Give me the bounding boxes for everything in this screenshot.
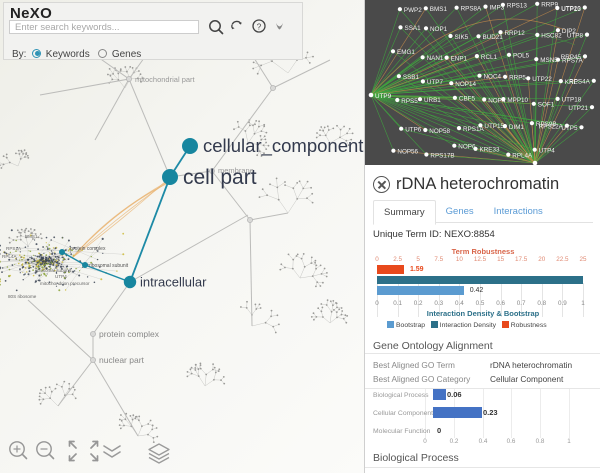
svg-text:RPS17B: RPS17B — [430, 152, 454, 159]
svg-text:ENP1: ENP1 — [451, 55, 468, 62]
svg-text:KRE33: KRE33 — [480, 147, 500, 154]
svg-text:UTP8: UTP8 — [567, 32, 584, 39]
svg-text:UTP15: UTP15 — [484, 123, 504, 130]
svg-text:UTP4: UTP4 — [539, 148, 556, 155]
svg-text:SSA1: SSA1 — [405, 25, 422, 32]
svg-text:RPS8A: RPS8A — [461, 6, 482, 13]
svg-text:MPP10: MPP10 — [507, 97, 528, 104]
svg-text:UTP20: UTP20 — [561, 5, 581, 12]
svg-text:...protein complex: ...protein complex — [66, 246, 106, 252]
svg-text:SIK5: SIK5 — [455, 34, 469, 41]
svg-text:UTP22: UTP22 — [532, 76, 552, 83]
svg-text:SSB1: SSB1 — [403, 74, 420, 81]
svg-text:EMG1: EMG1 — [397, 49, 415, 56]
svg-text:mitochondrial part: mitochondrial part — [135, 75, 196, 84]
svg-text:HSC82: HSC82 — [541, 33, 562, 40]
svg-text:UTP7: UTP7 — [427, 79, 444, 86]
svg-text:DIM1: DIM1 — [509, 124, 525, 131]
svg-text:BMS1: BMS1 — [25, 234, 38, 239]
svg-text:CBF5: CBF5 — [459, 96, 476, 103]
svg-text:protein complex: protein complex — [99, 329, 160, 339]
svg-text:RPL4A: RPL4A — [512, 152, 533, 159]
svg-text:UTP21: UTP21 — [568, 105, 588, 112]
svg-text:intracellular: intracellular — [140, 275, 207, 290]
svg-text:BUD21: BUD21 — [483, 34, 504, 41]
svg-text:NOP58: NOP58 — [429, 128, 450, 135]
svg-text:ribosomal subunit: ribosomal subunit — [89, 263, 129, 269]
svg-text:RPS1A: RPS1A — [6, 246, 22, 251]
svg-text:UTP4: UTP4 — [55, 274, 67, 279]
svg-text:ribosomal subunit: ribosomal subunit — [35, 268, 72, 273]
svg-text:RPL4A: RPL4A — [2, 254, 17, 259]
svg-text:MSN5: MSN5 — [540, 57, 558, 64]
svg-text:PWP2: PWP2 — [404, 7, 422, 14]
svg-text:NOP6: NOP6 — [458, 144, 476, 151]
svg-text:?: ? — [257, 23, 262, 32]
svg-text:RPS5: RPS5 — [401, 98, 418, 105]
svg-text:80S ribosome: 80S ribosome — [8, 294, 37, 299]
svg-text:RPS13: RPS13 — [507, 3, 527, 10]
svg-text:URB1: URB1 — [424, 97, 441, 104]
svg-text:mitochondrion precursor: mitochondrion precursor — [40, 281, 90, 286]
svg-text:UTP6: UTP6 — [405, 127, 422, 134]
svg-text:cellular_component: cellular_component — [203, 135, 363, 157]
svg-text:cell part: cell part — [183, 166, 257, 189]
svg-text:NOP56: NOP56 — [397, 149, 418, 156]
svg-text:RRP45: RRP45 — [561, 54, 582, 61]
svg-text:NAN1: NAN1 — [427, 55, 444, 62]
svg-text:UTP9: UTP9 — [375, 93, 392, 100]
svg-text:nuclear part: nuclear part — [99, 355, 145, 365]
svg-text:NOC4: NOC4 — [484, 74, 502, 81]
svg-text:SOF1: SOF1 — [538, 102, 555, 109]
svg-text:NOP1: NOP1 — [430, 26, 448, 33]
svg-text:POL5: POL5 — [513, 53, 530, 60]
svg-text:RRP12: RRP12 — [505, 30, 526, 37]
svg-text:BMS1: BMS1 — [430, 6, 448, 13]
svg-text:UTP18: UTP18 — [562, 97, 582, 104]
svg-text:NOP14: NOP14 — [455, 81, 476, 88]
svg-text:RPS4A: RPS4A — [569, 79, 590, 86]
svg-text:RCL1: RCL1 — [481, 54, 498, 61]
svg-text:RRP5: RRP5 — [509, 75, 526, 82]
svg-text:RPS22A: RPS22A — [539, 124, 564, 131]
svg-text:UTP5: UTP5 — [561, 125, 578, 132]
